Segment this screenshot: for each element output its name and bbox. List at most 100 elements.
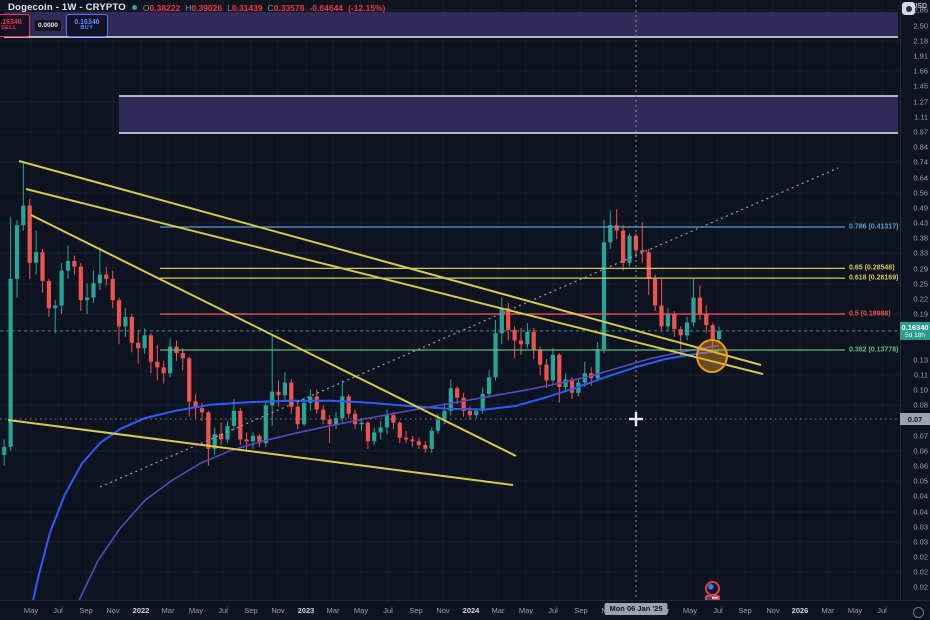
currency-label[interactable]: USD bbox=[912, 3, 927, 10]
candle-body bbox=[525, 331, 530, 345]
candle-body bbox=[614, 225, 619, 231]
price-tick: 0.19 bbox=[913, 309, 928, 319]
candle-body bbox=[340, 396, 345, 419]
price-chart-canvas[interactable] bbox=[0, 0, 900, 600]
candle-body bbox=[506, 308, 511, 330]
sticker-lens-icon[interactable] bbox=[705, 581, 720, 596]
ma-slow-purple[interactable] bbox=[48, 344, 720, 600]
candle-body bbox=[461, 397, 466, 411]
camera-lens-glyph bbox=[905, 5, 912, 12]
price-tick: 1.11 bbox=[913, 112, 928, 122]
price-tick: 0.03 bbox=[913, 522, 928, 532]
crosshair-date-label: Mon 06 Jan '25 bbox=[604, 602, 668, 615]
time-tick: May bbox=[847, 606, 863, 615]
candle-body bbox=[423, 444, 428, 449]
time-axis[interactable]: May Jul Sep Nov 2022 Mar May Jul Sep Nov 2023 Mar Ma… bbox=[0, 600, 930, 620]
market-status-dot bbox=[131, 5, 137, 10]
candle-body bbox=[168, 346, 173, 374]
price-tick: 0.56 bbox=[913, 188, 928, 198]
clock-icon[interactable] bbox=[913, 607, 924, 618]
candle-body bbox=[46, 281, 51, 309]
low-label: L bbox=[227, 2, 232, 13]
supply-zone-box[interactable] bbox=[119, 96, 898, 133]
price-tick: 0.97 bbox=[913, 127, 928, 137]
price-tick: 2.86 bbox=[913, 5, 928, 15]
candle-body bbox=[110, 278, 115, 301]
fib-level-label: 0.65 (0.28548) bbox=[849, 264, 895, 272]
current-price-label: 0.16340 5d 18h bbox=[900, 321, 930, 340]
candle-body bbox=[365, 422, 370, 442]
candle-body bbox=[136, 342, 141, 349]
supply-zone-box[interactable] bbox=[4, 12, 898, 37]
trendline[interactable] bbox=[18, 160, 762, 366]
price-chart-pane[interactable]: 0.786 (0.41317) 0.65 (0.28548) 0.618 (0.26… bbox=[0, 0, 900, 600]
ma-fast-blue[interactable] bbox=[14, 350, 720, 600]
price-tick: 0.13 bbox=[913, 355, 928, 365]
price-tick: 0.07 bbox=[913, 431, 928, 441]
trendline[interactable] bbox=[25, 188, 764, 375]
sell-label: SELL bbox=[0, 25, 18, 32]
price-tick: 0.04 bbox=[913, 507, 928, 517]
close-label: C bbox=[267, 2, 274, 13]
candle-body bbox=[397, 422, 402, 438]
candle-body bbox=[187, 358, 192, 402]
candle-body bbox=[493, 333, 498, 378]
time-tick: Sep bbox=[409, 606, 423, 615]
candle-body bbox=[672, 314, 677, 330]
buy-price: 0.16340 bbox=[74, 18, 100, 26]
candle-body bbox=[378, 427, 383, 433]
candle-body bbox=[372, 432, 377, 442]
price-tick: 1.66 bbox=[913, 66, 928, 76]
time-tick: Jul bbox=[383, 606, 393, 615]
candle-body bbox=[697, 297, 702, 315]
sell-button[interactable]: 0.16340 SELL bbox=[0, 14, 30, 37]
symbol-title[interactable]: Dogecoin - 1W - CRYPTO bbox=[8, 2, 126, 13]
candle-body bbox=[442, 410, 447, 420]
candle-body bbox=[474, 410, 479, 416]
buy-button[interactable]: 0.16340 BUY bbox=[65, 14, 108, 37]
candle-body bbox=[27, 205, 32, 263]
price-tick: 0.06 bbox=[913, 461, 928, 471]
candle-body bbox=[627, 235, 632, 263]
highlight-circle[interactable] bbox=[696, 339, 728, 373]
candle-body bbox=[455, 388, 460, 398]
candle-body bbox=[608, 225, 613, 243]
candle-body bbox=[289, 382, 294, 407]
candle-body bbox=[710, 325, 715, 339]
time-tick: Nov bbox=[106, 606, 120, 615]
time-tick: Sep bbox=[738, 606, 752, 615]
time-tick: Sep bbox=[574, 606, 588, 615]
candle-body bbox=[391, 415, 396, 423]
fib-level-label: 0.382 (0.13778) bbox=[849, 346, 899, 354]
time-tick: Jul bbox=[53, 606, 63, 615]
close-value: 0.33578 bbox=[273, 2, 305, 13]
change-value: -0.04644 bbox=[309, 2, 344, 13]
spread-value: 0.0000 bbox=[35, 20, 61, 31]
ohlc-readout: O0.38222 H0.39026 L0.31439 C0.33578 -0.0… bbox=[143, 3, 385, 13]
fib-level-label: 0.786 (0.41317) bbox=[849, 223, 899, 231]
trendline[interactable] bbox=[99, 167, 839, 488]
candle-body bbox=[518, 340, 524, 345]
trendline[interactable] bbox=[30, 214, 517, 457]
candle-body bbox=[544, 364, 549, 381]
price-tick: 0.02 bbox=[913, 552, 928, 562]
candle-body bbox=[435, 419, 441, 431]
time-tick: Sep bbox=[79, 606, 93, 615]
candle-body bbox=[384, 415, 390, 428]
time-tick: Nov bbox=[436, 606, 450, 615]
price-tick: 2.18 bbox=[913, 36, 928, 46]
price-axis[interactable]: USD 2.86 2.50 2.18 1.91 1.66 1.45 1.27 1.11 0.97… bbox=[900, 0, 930, 600]
candle-body bbox=[531, 331, 536, 350]
candle-body bbox=[646, 252, 651, 279]
camera-icon[interactable] bbox=[902, 2, 915, 15]
price-tick: 0.74 bbox=[913, 157, 928, 167]
change-percent: (-12.15%) bbox=[348, 2, 386, 13]
symbol-legend[interactable]: Dogecoin - 1W - CRYPTO O0.38222 H0.39026… bbox=[8, 2, 385, 13]
time-tick: May bbox=[353, 606, 369, 615]
high-value: 0.39026 bbox=[191, 2, 223, 13]
candle-body bbox=[346, 396, 351, 414]
trendline[interactable] bbox=[7, 419, 514, 486]
candle-body bbox=[155, 361, 160, 368]
candle-body bbox=[653, 278, 658, 306]
